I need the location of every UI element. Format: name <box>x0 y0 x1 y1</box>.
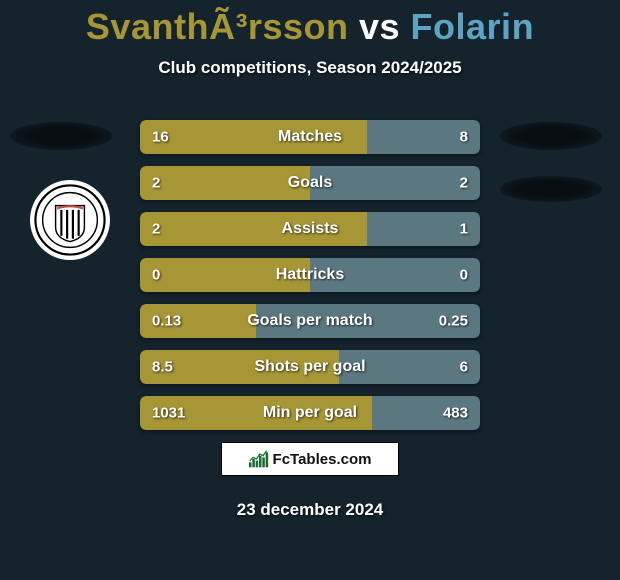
fctables-logo[interactable]: FcTables.com <box>221 442 399 476</box>
stat-value-left: 2 <box>152 175 160 192</box>
comparison-title: SvanthÃ³rsson vs Folarin <box>0 0 620 48</box>
player2-name: Folarin <box>411 6 535 47</box>
stats-container: 168Matches22Goals21Assists00Hattricks0.1… <box>140 120 480 442</box>
stat-value-left: 1031 <box>152 405 185 422</box>
logo-text: FcTables.com <box>273 451 372 468</box>
club-crest-icon <box>34 184 106 256</box>
stat-value-left: 0.13 <box>152 313 181 330</box>
stat-bar-right <box>310 258 480 292</box>
stat-bar-left <box>140 258 310 292</box>
stat-value-left: 0 <box>152 267 160 284</box>
shadow-oval-left <box>10 122 112 150</box>
stat-bar-left <box>140 212 367 246</box>
stat-value-right: 0.25 <box>439 313 468 330</box>
stat-row: 1031483Min per goal <box>140 396 480 430</box>
stat-row: 168Matches <box>140 120 480 154</box>
stat-value-left: 8.5 <box>152 359 173 376</box>
club-badge <box>30 180 110 260</box>
stat-value-right: 0 <box>460 267 468 284</box>
stat-bar-right <box>310 166 480 200</box>
stat-value-right: 1 <box>460 221 468 238</box>
stat-bar-left <box>140 166 310 200</box>
stat-row: 8.56Shots per goal <box>140 350 480 384</box>
stat-bar-left <box>140 120 367 154</box>
subtitle: Club competitions, Season 2024/2025 <box>0 58 620 78</box>
stat-row: 22Goals <box>140 166 480 200</box>
stat-row: 0.130.25Goals per match <box>140 304 480 338</box>
player1-name: SvanthÃ³rsson <box>86 6 349 47</box>
date-text: 23 december 2024 <box>0 500 620 520</box>
stat-row: 00Hattricks <box>140 258 480 292</box>
shadow-oval-right-top <box>500 122 602 150</box>
stat-value-right: 6 <box>460 359 468 376</box>
stat-value-right: 2 <box>460 175 468 192</box>
stat-value-right: 483 <box>443 405 468 422</box>
stat-row: 21Assists <box>140 212 480 246</box>
vs-text: vs <box>359 6 400 47</box>
stat-value-left: 2 <box>152 221 160 238</box>
stat-value-right: 8 <box>460 129 468 146</box>
shadow-oval-right-bottom <box>500 176 602 202</box>
chart-icon <box>249 450 269 468</box>
stat-value-left: 16 <box>152 129 169 146</box>
